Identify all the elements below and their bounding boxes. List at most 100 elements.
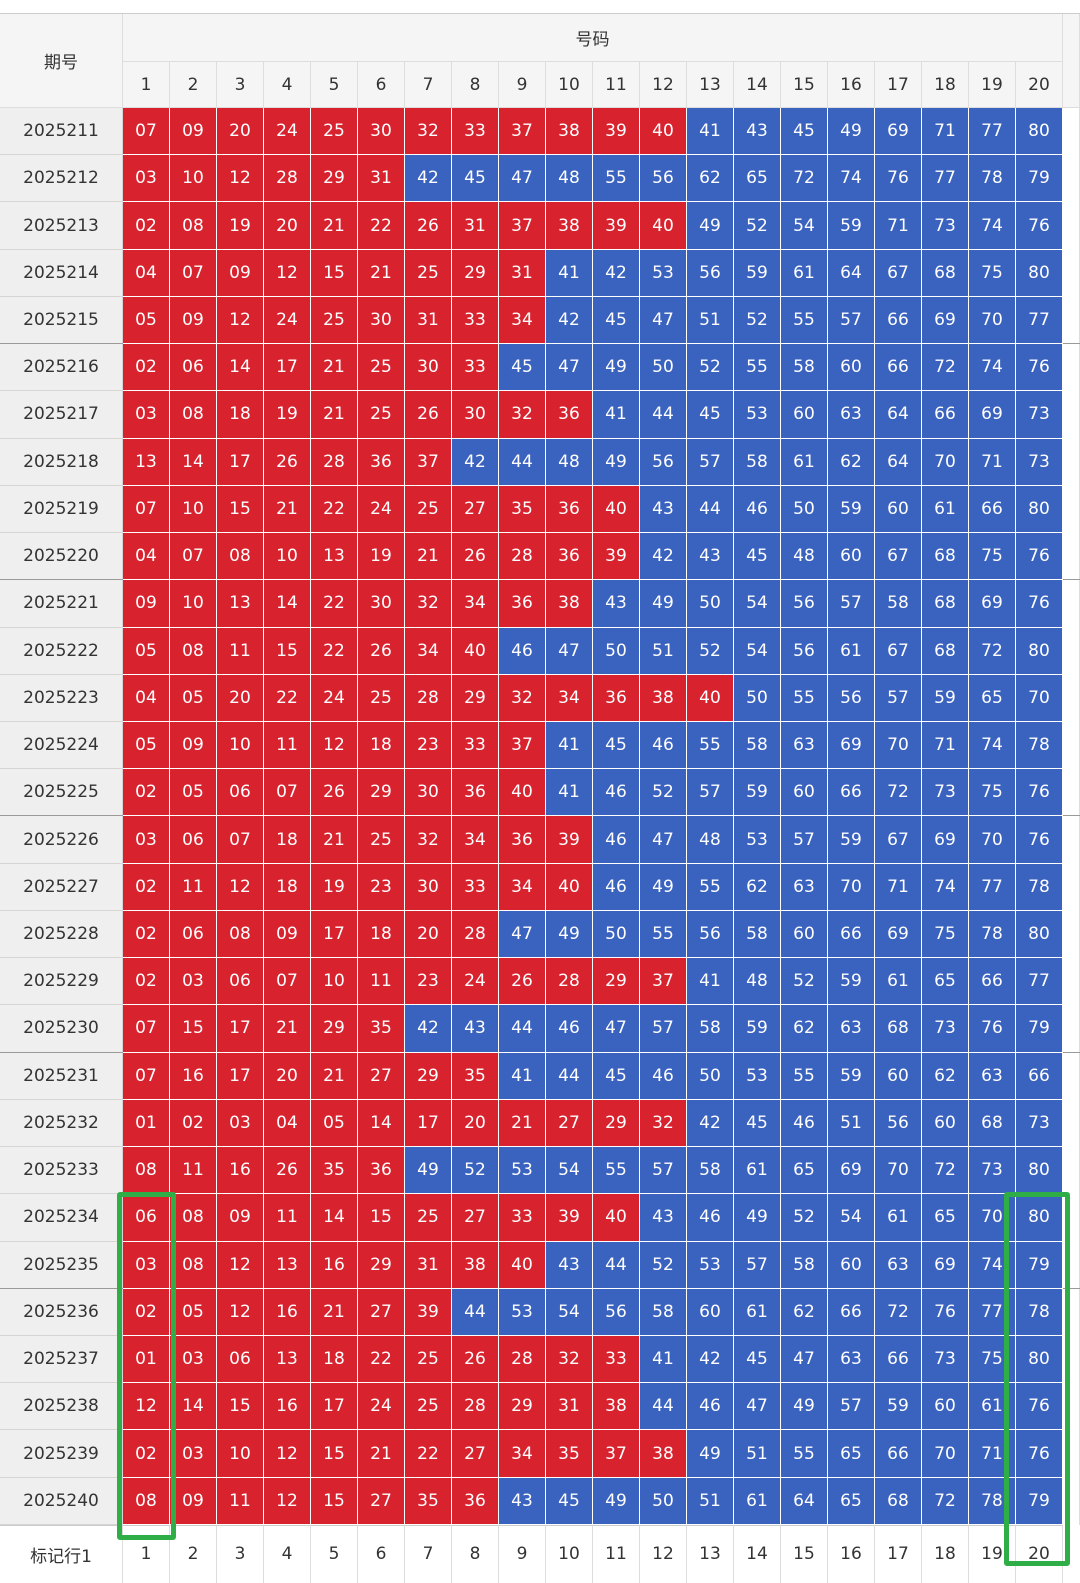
number-cell: 50 xyxy=(593,910,640,959)
row-filler xyxy=(1063,485,1080,534)
period-cell: 2025231 xyxy=(0,1052,123,1100)
number-cell: 75 xyxy=(969,249,1016,297)
row-filler xyxy=(1063,155,1080,203)
number-cell: 46 xyxy=(734,485,781,534)
row-filler xyxy=(1063,721,1080,770)
number-cell: 29 xyxy=(311,1005,358,1053)
number-cell: 49 xyxy=(640,580,687,628)
number-cell: 43 xyxy=(640,485,687,534)
number-cell: 46 xyxy=(687,1194,734,1242)
number-cell: 66 xyxy=(828,910,875,959)
number-cell: 40 xyxy=(499,1241,546,1289)
number-cell: 77 xyxy=(922,155,969,203)
number-cell: 58 xyxy=(687,1005,734,1053)
footer-cell: 4 xyxy=(264,1524,311,1583)
number-cell: 26 xyxy=(311,769,358,817)
row-filler xyxy=(1063,816,1080,864)
number-cell: 35 xyxy=(499,485,546,534)
number-cell: 37 xyxy=(593,1430,640,1478)
row-filler xyxy=(1063,1005,1080,1053)
number-cell: 66 xyxy=(828,769,875,817)
number-cell: 47 xyxy=(640,296,687,345)
number-cell: 76 xyxy=(1016,344,1063,392)
number-cell: 49 xyxy=(687,1430,734,1478)
number-cell: 01 xyxy=(123,1335,170,1384)
period-cell: 2025218 xyxy=(0,438,123,486)
number-cell: 40 xyxy=(499,769,546,817)
number-cell: 18 xyxy=(264,816,311,864)
number-cell: 44 xyxy=(593,1241,640,1289)
number-cell: 25 xyxy=(311,108,358,156)
number-cell: 64 xyxy=(828,249,875,297)
number-cell: 47 xyxy=(546,344,593,392)
number-cell: 58 xyxy=(781,344,828,392)
number-cell: 08 xyxy=(217,533,264,581)
number-cell: 12 xyxy=(264,249,311,297)
number-cell: 21 xyxy=(311,1052,358,1100)
number-cell: 28 xyxy=(452,910,499,959)
number-cell: 71 xyxy=(875,863,922,911)
number-cell: 53 xyxy=(499,1147,546,1195)
number-cell: 35 xyxy=(546,1430,593,1478)
number-cell: 52 xyxy=(687,627,734,675)
number-cell: 66 xyxy=(1016,1052,1063,1100)
period-cell: 2025237 xyxy=(0,1335,123,1384)
period-cell: 2025238 xyxy=(0,1383,123,1431)
number-cell: 55 xyxy=(781,1430,828,1478)
number-cell: 50 xyxy=(734,674,781,722)
number-cell: 80 xyxy=(1016,1335,1063,1384)
number-cell: 10 xyxy=(311,958,358,1006)
number-cell: 23 xyxy=(405,721,452,770)
number-cell: 15 xyxy=(311,1430,358,1478)
number-cell: 80 xyxy=(1016,1194,1063,1242)
number-cell: 36 xyxy=(452,1477,499,1525)
number-cell: 08 xyxy=(170,1194,217,1242)
number-cell: 43 xyxy=(593,580,640,628)
number-cell: 42 xyxy=(687,1099,734,1148)
number-cell: 47 xyxy=(499,910,546,959)
number-cell: 44 xyxy=(640,1383,687,1431)
footer-cell: 10 xyxy=(546,1524,593,1583)
number-cell: 07 xyxy=(217,816,264,864)
number-cell: 40 xyxy=(593,485,640,534)
number-cell: 66 xyxy=(875,1430,922,1478)
number-cell: 10 xyxy=(264,533,311,581)
number-cell: 35 xyxy=(405,1477,452,1525)
footer-cell: 20 xyxy=(1016,1524,1063,1583)
highlight-box xyxy=(117,1192,176,1540)
footer-cell: 1 xyxy=(123,1524,170,1583)
number-cell: 26 xyxy=(452,1335,499,1384)
column-header: 3 xyxy=(217,62,264,108)
number-cell: 72 xyxy=(875,769,922,817)
number-cell: 40 xyxy=(546,863,593,911)
number-cell: 29 xyxy=(405,1052,452,1100)
number-cell: 73 xyxy=(1016,438,1063,486)
number-cell: 61 xyxy=(875,1194,922,1242)
number-cell: 70 xyxy=(922,1430,969,1478)
number-cell: 09 xyxy=(264,910,311,959)
number-cell: 59 xyxy=(734,769,781,817)
number-cell: 08 xyxy=(170,1241,217,1289)
number-cell: 65 xyxy=(828,1430,875,1478)
number-cell: 55 xyxy=(640,910,687,959)
number-cell: 62 xyxy=(781,1288,828,1336)
number-cell: 14 xyxy=(170,438,217,486)
number-cell: 52 xyxy=(640,769,687,817)
number-cell: 23 xyxy=(405,958,452,1006)
number-cell: 41 xyxy=(687,108,734,156)
number-cell: 25 xyxy=(405,485,452,534)
number-cell: 80 xyxy=(1016,910,1063,959)
number-cell: 38 xyxy=(546,108,593,156)
number-cell: 39 xyxy=(546,1194,593,1242)
number-cell: 46 xyxy=(593,769,640,817)
number-cell: 02 xyxy=(123,863,170,911)
number-cell: 30 xyxy=(405,769,452,817)
number-cell: 61 xyxy=(781,249,828,297)
number-cell: 21 xyxy=(311,344,358,392)
number-cell: 46 xyxy=(640,721,687,770)
number-cell: 51 xyxy=(687,1477,734,1525)
number-cell: 20 xyxy=(405,910,452,959)
number-cell: 52 xyxy=(781,1194,828,1242)
number-cell: 12 xyxy=(264,1477,311,1525)
number-cell: 57 xyxy=(875,674,922,722)
